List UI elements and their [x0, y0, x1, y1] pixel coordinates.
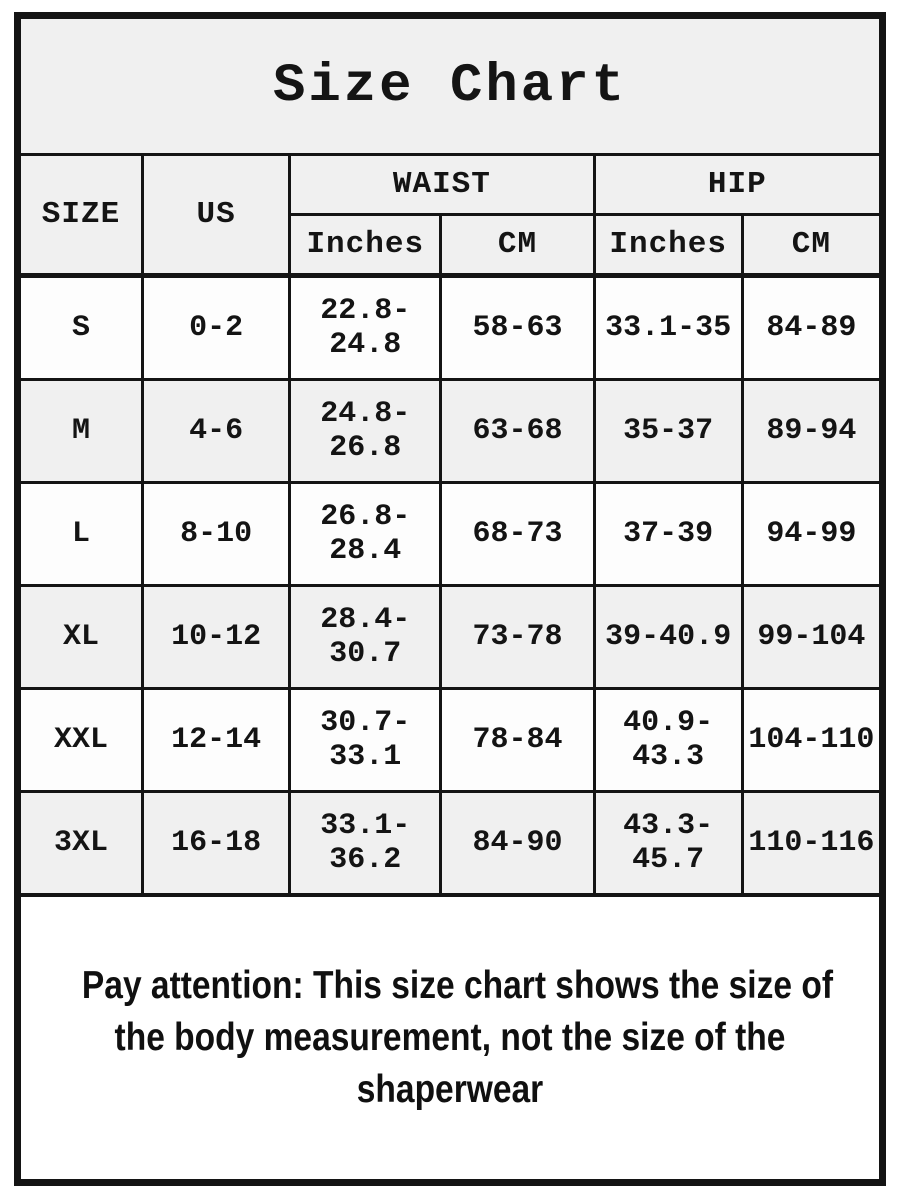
table-row-s: S 0-2 22.8-24.8 58-63 33.1-35 84-89 [16, 274, 885, 381]
header-waist-inches: Inches [288, 213, 443, 278]
cell-waist-inches: 28.4-30.7 [288, 584, 443, 690]
size-chart-table: Size Chart SIZE US WAIST HIP Inches CM I… [14, 12, 886, 1186]
cell-us: 8-10 [140, 481, 292, 587]
cell-size: S [16, 274, 144, 381]
header-sub-row: Inches CM Inches CM [18, 213, 885, 278]
note-row: Pay attention: This size chart shows the… [16, 893, 884, 1184]
note-line-1: Pay attention: This size chart shows the… [81, 964, 834, 1007]
cell-waist-inches: 33.1-36.2 [288, 790, 443, 897]
table-row-l: L 8-10 26.8-28.4 68-73 37-39 94-99 [16, 481, 885, 587]
cell-size: 3XL [16, 790, 144, 897]
cell-hip-cm: 99-104 [740, 584, 885, 690]
table-row-m: M 4-6 24.8-26.8 63-68 35-37 89-94 [16, 378, 885, 484]
table-row-3xl: 3XL 16-18 33.1-36.2 84-90 43.3-45.7 110-… [16, 790, 885, 897]
title-row: Size Chart [16, 14, 884, 156]
cell-waist-cm: 73-78 [439, 584, 596, 690]
header-us: US [140, 153, 292, 278]
cell-waist-cm: 63-68 [439, 378, 596, 484]
cell-us: 12-14 [140, 687, 292, 793]
cell-waist-cm: 58-63 [439, 274, 596, 381]
cell-hip-cm: 84-89 [740, 274, 885, 381]
table-row-xxl: XXL 12-14 30.7-33.1 78-84 40.9-43.3 104-… [16, 687, 885, 793]
cell-waist-inches: 24.8-26.8 [288, 378, 443, 484]
cell-waist-cm: 84-90 [439, 790, 596, 897]
header-group-row: SIZE US WAIST HIP [16, 153, 885, 278]
cell-waist-inches: 22.8-24.8 [288, 274, 443, 381]
cell-size: XL [16, 584, 144, 690]
header-waist: WAIST [288, 153, 596, 216]
cell-waist-inches: 26.8-28.4 [288, 481, 443, 587]
table-row-xl: XL 10-12 28.4-30.7 73-78 39-40.9 99-104 [16, 584, 885, 690]
cell-size: L [16, 481, 144, 587]
cell-hip-inches: 35-37 [592, 378, 744, 484]
chart-title: Size Chart [16, 14, 884, 156]
cell-hip-inches: 37-39 [592, 481, 744, 587]
attention-note: Pay attention: This size chart shows the… [16, 893, 884, 1184]
header-hip-cm: CM [740, 213, 885, 278]
header-waist-cm: CM [439, 213, 596, 278]
header-hip: HIP [592, 153, 885, 216]
cell-waist-cm: 68-73 [439, 481, 596, 587]
cell-hip-inches: 33.1-35 [592, 274, 744, 381]
cell-size: M [16, 378, 144, 484]
cell-us: 10-12 [140, 584, 292, 690]
cell-hip-inches: 40.9-43.3 [592, 687, 744, 793]
cell-us: 4-6 [140, 378, 292, 484]
header-hip-inches: Inches [592, 213, 744, 278]
cell-hip-cm: 94-99 [740, 481, 885, 587]
cell-hip-cm: 104-110 [740, 687, 885, 793]
cell-us: 16-18 [140, 790, 292, 897]
note-line-2: the body measurement, not the size of th… [114, 1016, 786, 1059]
cell-hip-cm: 110-116 [740, 790, 885, 897]
cell-waist-inches: 30.7-33.1 [288, 687, 443, 793]
header-size: SIZE [16, 153, 144, 278]
note-line-3: shaperwear [356, 1068, 544, 1111]
cell-hip-inches: 39-40.9 [592, 584, 744, 690]
cell-size: XXL [16, 687, 144, 793]
cell-hip-inches: 43.3-45.7 [592, 790, 744, 897]
cell-hip-cm: 89-94 [740, 378, 885, 484]
cell-us: 0-2 [140, 274, 292, 381]
cell-waist-cm: 78-84 [439, 687, 596, 793]
